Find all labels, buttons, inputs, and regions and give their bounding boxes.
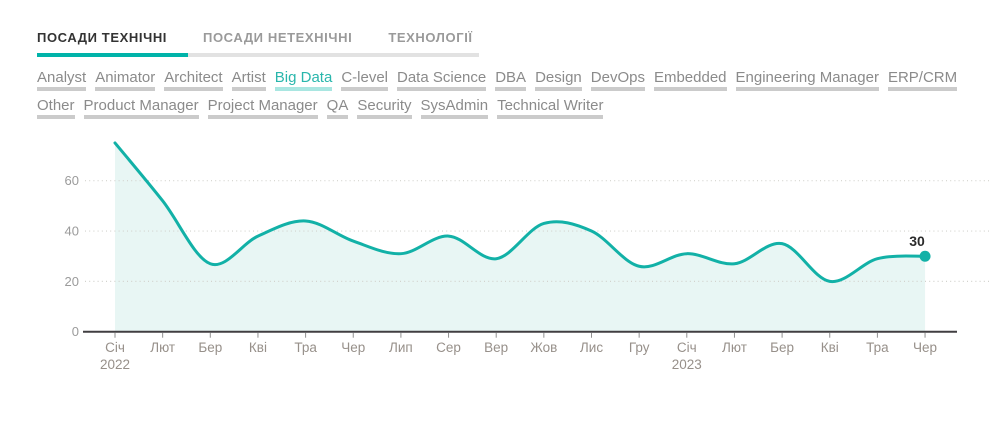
filter-erp-crm[interactable]: ERP/CRM xyxy=(887,70,958,91)
x-tick-label: Січ xyxy=(105,340,125,355)
category-filters: Analyst Animator Architect Artist Big Data C-… xyxy=(37,70,1000,119)
x-tick-label: Тра xyxy=(866,340,889,355)
tab-non-technical-positions[interactable]: ПОСАДИ НЕТЕХНІЧНІ xyxy=(203,30,353,45)
chart-area xyxy=(115,142,926,332)
x-tick-label: Кві xyxy=(821,340,839,355)
filter-dba[interactable]: DBA xyxy=(495,70,527,91)
chart-line xyxy=(113,141,927,283)
x-tick-label: Лип xyxy=(389,340,413,355)
x-tick-label: Сер xyxy=(436,340,461,355)
x-tick-label: Чер xyxy=(341,340,365,355)
filter-architect[interactable]: Architect xyxy=(164,70,223,91)
end-point-dot xyxy=(919,250,931,262)
filter-project-manager[interactable]: Project Manager xyxy=(207,98,318,119)
tab-technical-positions[interactable]: ПОСАДИ ТЕХНІЧНІ xyxy=(37,30,189,57)
line-chart: 0 20 40 60 Січ 2022 Лют Бер Кві Тра Чер Лип Сер Вер Жо… xyxy=(65,141,990,372)
y-tick-label: 60 xyxy=(65,173,79,188)
filter-security[interactable]: Security xyxy=(357,98,412,119)
x-tick-label: Бер xyxy=(770,340,794,355)
x-tick-label: Тра xyxy=(294,340,317,355)
x-tick-label: Гру xyxy=(629,340,650,355)
y-tick-label: 40 xyxy=(65,224,79,239)
x-tick-label: Жов xyxy=(530,340,557,355)
end-point-value-label: 30 xyxy=(909,233,925,249)
filter-big-data[interactable]: Big Data xyxy=(274,70,333,91)
x-tick-label: Бер xyxy=(198,340,222,355)
filter-devops[interactable]: DevOps xyxy=(590,70,645,91)
filter-sysadmin[interactable]: SysAdmin xyxy=(420,98,489,119)
page: ПОСАДИ ТЕХНІЧНІ ПОСАДИ НЕТЕХНІЧНІ ТЕХНОЛОГ… xyxy=(0,30,1000,440)
x-tick-label: Лют xyxy=(722,340,747,355)
chart: 0 20 40 60 Січ 2022 Лют Бер Кві Тра Чер Лип Сер Вер Жо… xyxy=(0,130,1000,410)
filter-c-level[interactable]: C-level xyxy=(341,70,388,91)
x-tick-label: Січ xyxy=(677,340,697,355)
x-tick-year-label: 2022 xyxy=(100,357,130,372)
filter-data-science[interactable]: Data Science xyxy=(397,70,487,91)
filter-engineering-manager[interactable]: Engineering Manager xyxy=(735,70,879,91)
filter-other[interactable]: Other xyxy=(37,98,75,119)
tab-technologies[interactable]: ТЕХНОЛОГІЇ xyxy=(388,30,473,45)
filter-design[interactable]: Design xyxy=(535,70,582,91)
tabs-bar: ПОСАДИ ТЕХНІЧНІ ПОСАДИ НЕТЕХНІЧНІ ТЕХНОЛОГ… xyxy=(37,30,479,57)
filter-animator[interactable]: Animator xyxy=(95,70,156,91)
x-tick-year-label: 2023 xyxy=(672,357,702,372)
filter-qa[interactable]: QA xyxy=(326,98,349,119)
y-tick-label: 20 xyxy=(65,274,79,289)
filter-artist[interactable]: Artist xyxy=(231,70,266,91)
filter-analyst[interactable]: Analyst xyxy=(37,70,87,91)
x-tick-label: Кві xyxy=(249,340,267,355)
filter-embedded[interactable]: Embedded xyxy=(653,70,727,91)
x-tick-label: Лис xyxy=(580,340,603,355)
x-tick-label: Чер xyxy=(913,340,937,355)
filter-technical-writer[interactable]: Technical Writer xyxy=(497,98,604,119)
x-tick-label: Лют xyxy=(150,340,175,355)
x-tick-label: Вер xyxy=(484,340,508,355)
y-tick-label: 0 xyxy=(72,324,79,339)
filter-product-manager[interactable]: Product Manager xyxy=(83,98,199,119)
